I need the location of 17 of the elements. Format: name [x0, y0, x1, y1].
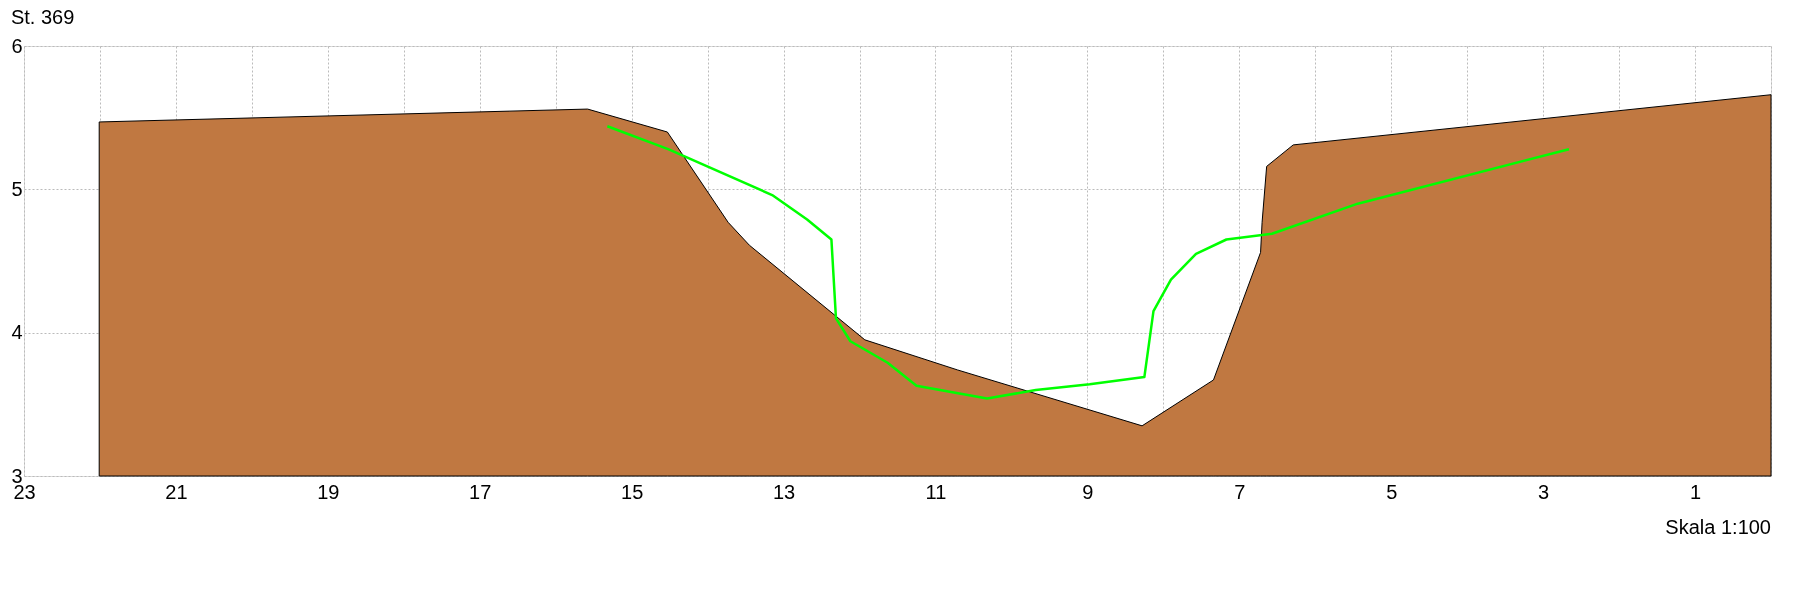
x-tick-label: 21 — [165, 480, 188, 503]
x-tick-label: 13 — [772, 480, 796, 503]
y-tick-label: 6 — [11, 34, 23, 57]
x-tick-label: 11 — [925, 480, 947, 503]
x-tick-label: 1 — [1689, 480, 1702, 503]
x-tick-label: 7 — [1234, 480, 1246, 503]
y-tick-label: 4 — [11, 321, 23, 344]
x-tick-label: 9 — [1082, 480, 1094, 503]
x-tick-label: 3 — [1538, 480, 1550, 503]
x-tick-label: 5 — [1386, 480, 1398, 503]
x-tick-label: 17 — [469, 480, 492, 503]
line-series — [606, 125, 1571, 400]
x-tick-label: 19 — [317, 480, 340, 503]
x-tick-label: 15 — [621, 480, 644, 503]
chart-title: St. 369 — [10, 6, 75, 28]
y-tick-label: 5 — [11, 177, 23, 200]
text: Skala 1:100 — [1665, 516, 1771, 538]
